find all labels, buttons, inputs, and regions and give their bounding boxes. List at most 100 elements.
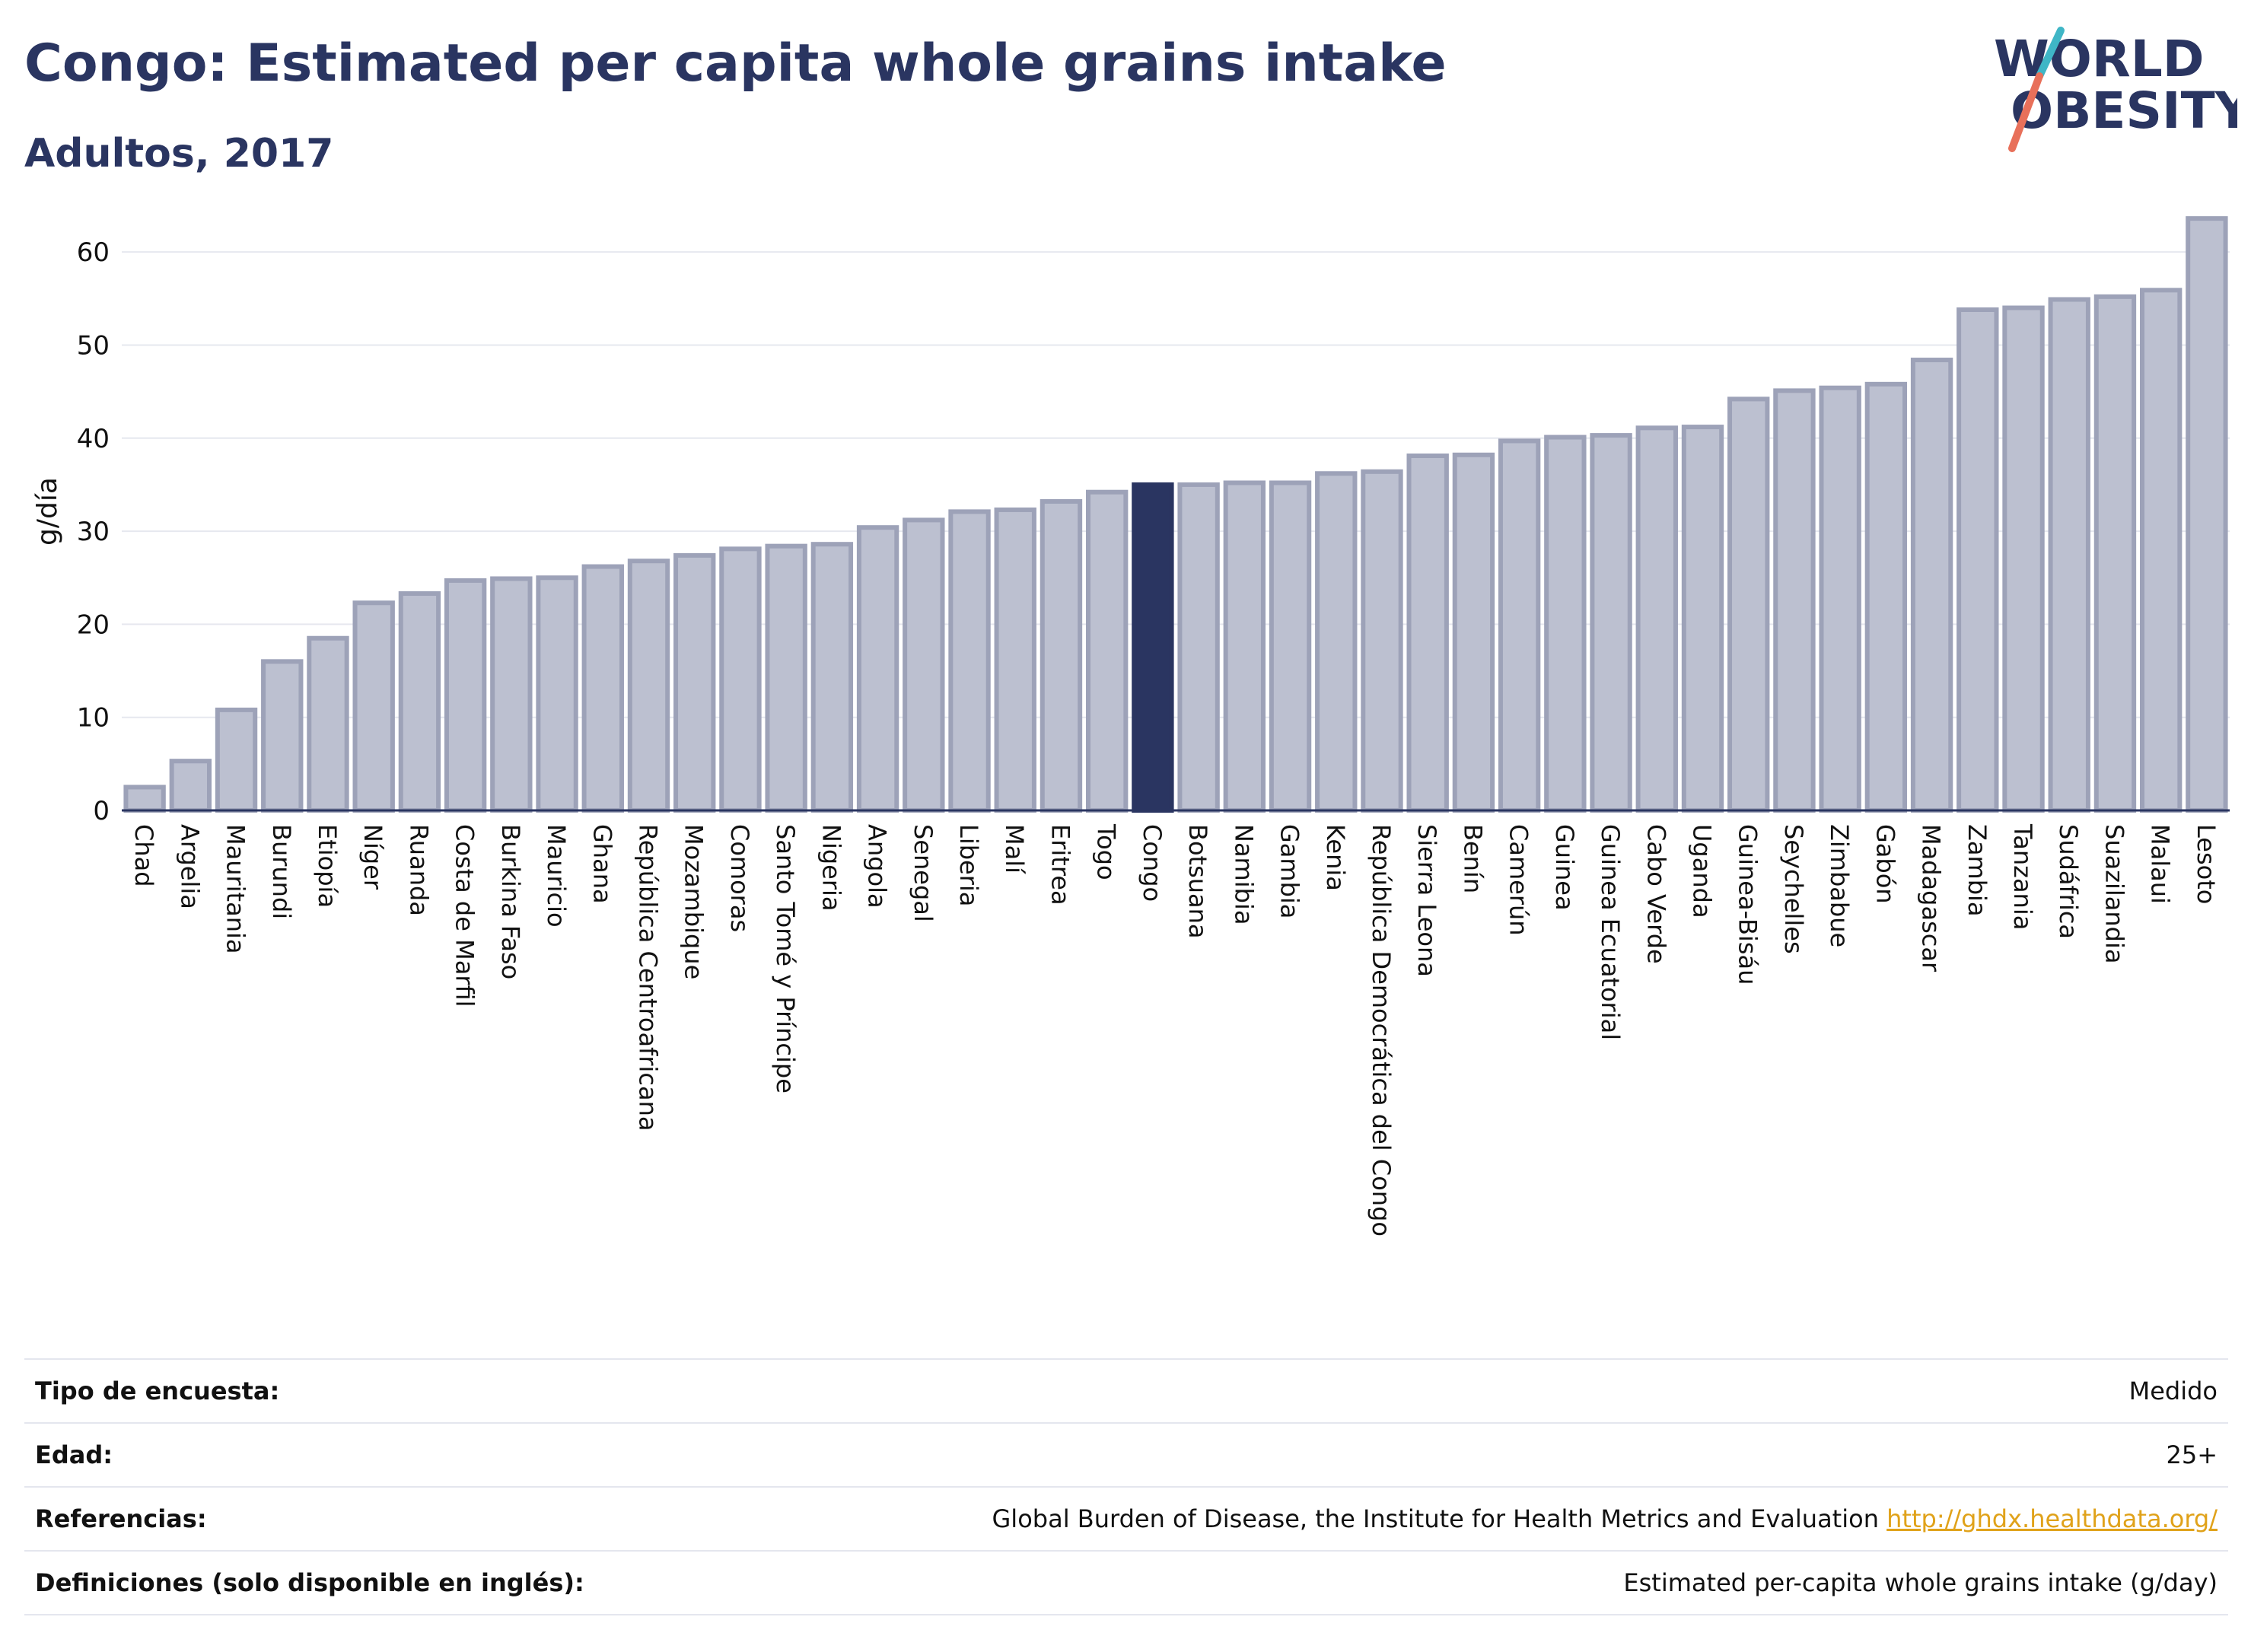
bar-zimbabue[interactable] bbox=[1819, 385, 1861, 813]
x-tick-label: Sierra Leona bbox=[1412, 824, 1441, 977]
bar-togo[interactable] bbox=[1085, 489, 1129, 813]
bar-seychelles[interactable] bbox=[1773, 388, 1816, 813]
info-label: Tipo de encuesta: bbox=[35, 1377, 280, 1405]
x-tick-label: Burkina Faso bbox=[496, 824, 525, 979]
bar-guinea-ecuatorial[interactable] bbox=[1590, 433, 1632, 813]
x-tick-label: Seychelles bbox=[1779, 824, 1808, 954]
x-tick-label: Níger bbox=[358, 824, 387, 890]
x-tick-label: Mauritania bbox=[221, 824, 250, 953]
x-tick-label: Uganda bbox=[1688, 824, 1717, 918]
bar-santo-tom-y-pr-ncipe[interactable] bbox=[765, 543, 807, 813]
bar-costa-de-marfil[interactable] bbox=[444, 578, 487, 813]
bar-sud-frica[interactable] bbox=[2048, 297, 2090, 813]
x-tick-label: Congo bbox=[1138, 824, 1167, 902]
info-value: 25+ bbox=[2166, 1440, 2218, 1469]
bar-malaui[interactable] bbox=[2139, 288, 2183, 813]
bar-mal-[interactable] bbox=[994, 507, 1036, 813]
x-tick-label: Ghana bbox=[587, 824, 616, 904]
x-tick-label: Mauricio bbox=[542, 824, 571, 928]
y-tick-label: 20 bbox=[77, 610, 110, 640]
bar-tanzania[interactable] bbox=[2002, 305, 2045, 813]
axes: 0 10 20 30 40 50 60 Chad Argelia Mauritania Burund… bbox=[77, 237, 2230, 1237]
x-tick-label: Benín bbox=[1458, 824, 1487, 893]
x-tick-label: Guinea bbox=[1550, 824, 1579, 911]
bar-chart: 0 10 20 30 40 50 60 Chad Argelia Mauritania Burund… bbox=[32, 216, 2230, 1237]
chart-subtitle: Adultos, 2017 bbox=[24, 131, 334, 177]
info-value: Global Burden of Disease, the Institute … bbox=[992, 1504, 2218, 1533]
x-tick-label: Etiopía bbox=[313, 824, 342, 908]
x-tick-label: Nigeria bbox=[817, 824, 845, 911]
x-tick-label: Malí bbox=[1000, 824, 1029, 874]
bar-n-ger[interactable] bbox=[352, 600, 395, 813]
reference-link[interactable]: http://ghdx.healthdata.org/ bbox=[1886, 1504, 2218, 1533]
bar-mauritania[interactable] bbox=[215, 707, 258, 813]
bar-rep-blica-democr-tica-del-congo[interactable] bbox=[1361, 469, 1403, 813]
bar-chad[interactable] bbox=[123, 785, 166, 813]
x-tick-label: Togo bbox=[1092, 823, 1121, 880]
bar-liberia[interactable] bbox=[948, 509, 991, 813]
logo-line1: WORLD bbox=[1994, 30, 2205, 88]
bar-guinea-bis-u[interactable] bbox=[1727, 396, 1770, 813]
x-tick-label: Botsuana bbox=[1183, 824, 1212, 939]
x-tick-label: Gabón bbox=[1871, 824, 1899, 904]
bar-ben-n[interactable] bbox=[1452, 452, 1495, 813]
bar-camer-n[interactable] bbox=[1498, 438, 1541, 813]
bar-sierra-leona[interactable] bbox=[1406, 454, 1449, 813]
x-tick-label: Guinea Ecuatorial bbox=[1596, 824, 1625, 1040]
bar-guinea[interactable] bbox=[1544, 434, 1587, 813]
y-axis-label: g/día bbox=[32, 477, 63, 546]
bar-burkina-faso[interactable] bbox=[490, 576, 533, 813]
bar-cabo-verde[interactable] bbox=[1635, 425, 1678, 813]
x-tick-label: Chad bbox=[129, 824, 158, 887]
bar-gambia[interactable] bbox=[1269, 480, 1312, 813]
bar-suazilandia[interactable] bbox=[2093, 294, 2137, 813]
bar-rep-blica-centroafricana[interactable] bbox=[627, 559, 670, 813]
x-tick-label: Sudáfrica bbox=[2054, 824, 2083, 939]
bar-gab-n[interactable] bbox=[1864, 381, 1908, 813]
bar-angola[interactable] bbox=[856, 525, 899, 813]
bar-congo[interactable] bbox=[1132, 482, 1174, 813]
y-tick-label: 50 bbox=[77, 330, 110, 361]
bar-madagascar[interactable] bbox=[1910, 358, 1953, 813]
y-tick-label: 10 bbox=[77, 703, 110, 734]
x-tick-label: República Democrática del Congo bbox=[1367, 824, 1396, 1237]
x-tick-label: República Centroafricana bbox=[634, 824, 663, 1131]
x-tick-label: Burundi bbox=[267, 824, 296, 919]
bar-zambia[interactable] bbox=[1956, 307, 1999, 813]
y-tick-label: 30 bbox=[77, 517, 110, 547]
x-tick-label: Cabo Verde bbox=[1641, 824, 1670, 964]
bar-uganda[interactable] bbox=[1681, 425, 1724, 813]
bar-burundi[interactable] bbox=[261, 659, 304, 813]
y-tick-label: 0 bbox=[93, 796, 110, 826]
info-table: Tipo de encuesta: Medido Edad: 25+ Referenci… bbox=[24, 1358, 2228, 1615]
bar-etiop-a[interactable] bbox=[307, 635, 349, 813]
bar-mauricio[interactable] bbox=[536, 575, 578, 813]
bar-ghana[interactable] bbox=[581, 564, 624, 813]
bar-lesoto[interactable] bbox=[2186, 216, 2228, 813]
x-tick-label: Gambia bbox=[1275, 824, 1304, 918]
info-value: Estimated per-capita whole grains intake… bbox=[1623, 1568, 2218, 1597]
info-row: Definiciones (solo disponible en inglés)… bbox=[24, 1552, 2228, 1615]
bar-mozambique[interactable] bbox=[673, 552, 716, 813]
bar-kenia[interactable] bbox=[1315, 471, 1358, 813]
bar-senegal[interactable] bbox=[903, 517, 945, 813]
bar-eritrea[interactable] bbox=[1040, 498, 1083, 813]
x-tick-label: Ruanda bbox=[404, 824, 433, 916]
x-tick-label: Guinea-Bisáu bbox=[1734, 824, 1762, 985]
x-tick-label: Zimbabue bbox=[1825, 824, 1854, 947]
info-label: Edad: bbox=[35, 1440, 113, 1469]
x-tick-label: Kenia bbox=[1321, 824, 1350, 891]
chart-title: Congo: Estimated per capita whole grains… bbox=[24, 33, 1447, 94]
info-row: Tipo de encuesta: Medido bbox=[24, 1360, 2228, 1424]
logo-slash-teal bbox=[2036, 27, 2065, 80]
bar-argelia[interactable] bbox=[169, 759, 212, 813]
x-tick-label: Comoras bbox=[725, 824, 754, 932]
bar-nigeria[interactable] bbox=[810, 542, 854, 813]
bar-botsuana[interactable] bbox=[1177, 482, 1220, 813]
bar-ruanda[interactable] bbox=[398, 591, 441, 813]
bar-comoras[interactable] bbox=[719, 546, 762, 813]
x-tick-label: Senegal bbox=[909, 824, 938, 922]
x-tick-label: Liberia bbox=[954, 824, 983, 906]
bar-namibia[interactable] bbox=[1223, 480, 1266, 813]
x-tick-label: Suazilandia bbox=[2100, 824, 2128, 963]
